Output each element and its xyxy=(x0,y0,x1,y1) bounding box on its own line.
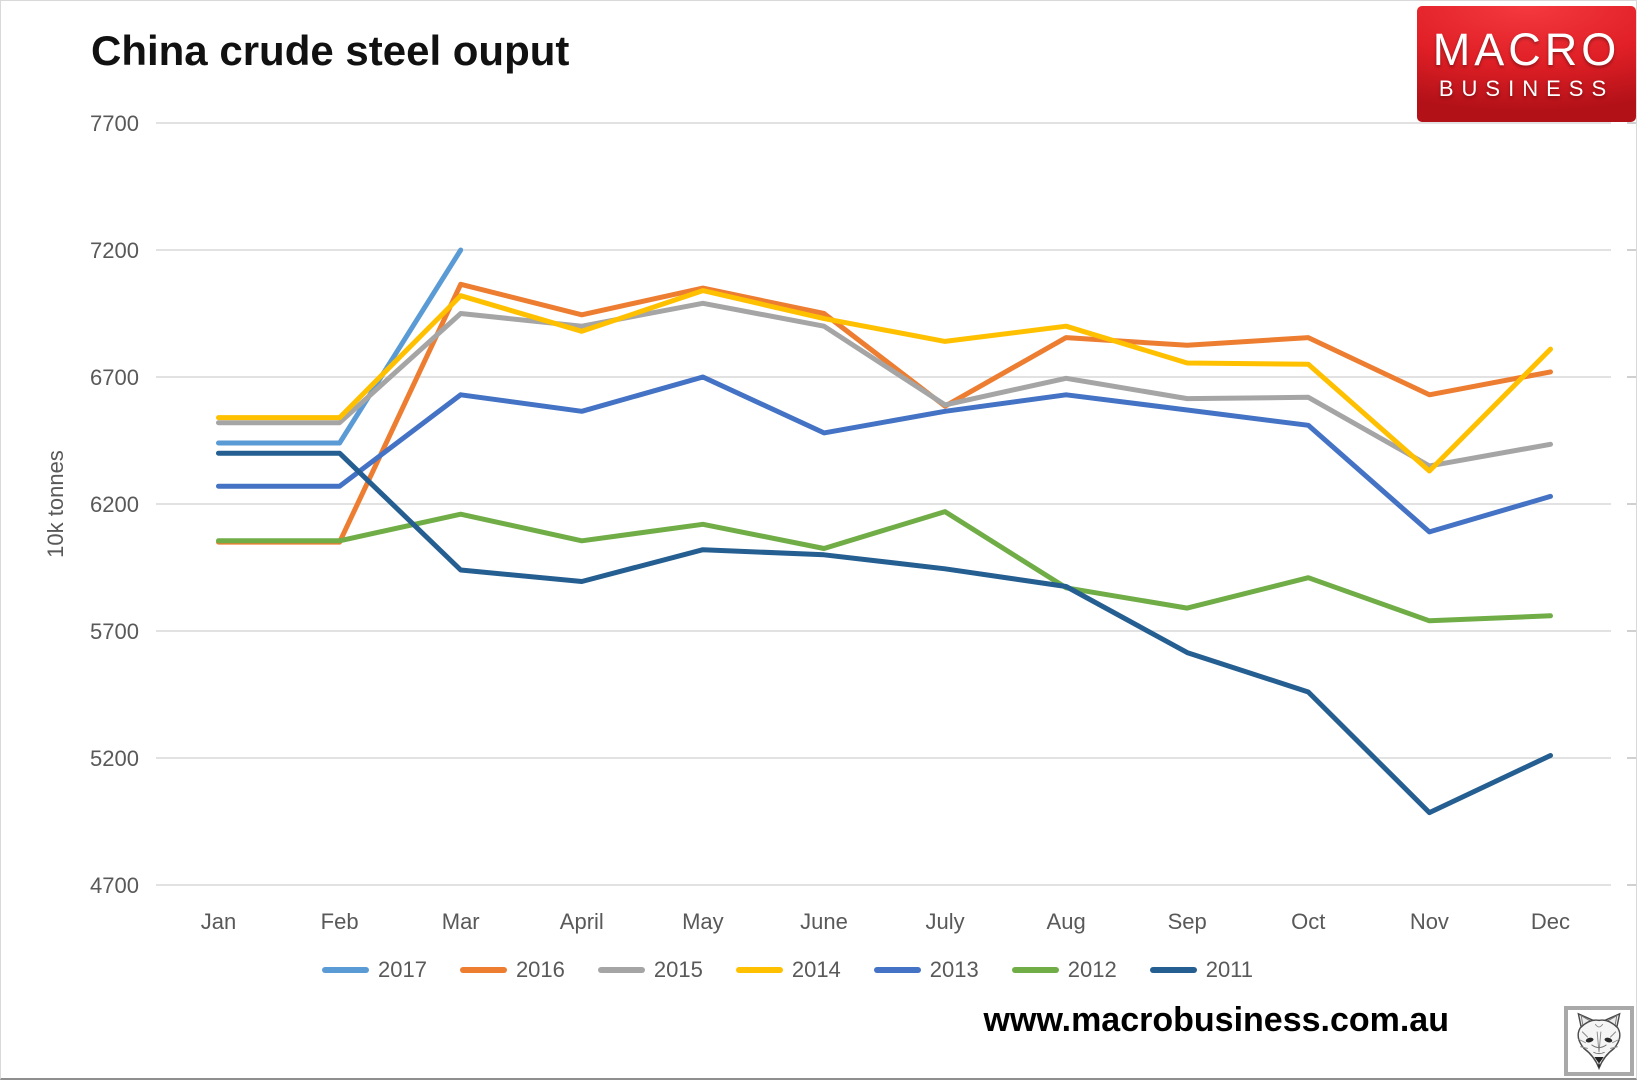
series-line-2013 xyxy=(216,374,1553,535)
legend-label-2016: 2016 xyxy=(515,957,565,982)
legend-item-2011: 2011 xyxy=(1149,957,1254,983)
y-tick-label: 4700 xyxy=(90,873,139,898)
fox-icon xyxy=(1577,1012,1621,1071)
x-tick-label: Nov xyxy=(1410,909,1449,934)
y-tick-label: 6200 xyxy=(90,492,139,517)
series-line-2016 xyxy=(216,281,1553,545)
x-tick-label: April xyxy=(560,909,604,934)
y-tick-label: 5700 xyxy=(90,619,139,644)
x-tick-label: Dec xyxy=(1531,909,1570,934)
series-line-2011 xyxy=(216,450,1553,816)
fox-logo xyxy=(1564,1006,1634,1076)
footer-url[interactable]: www.macrobusiness.com.au xyxy=(983,1001,1449,1039)
series-line-2012 xyxy=(216,509,1553,624)
x-tick-label: Aug xyxy=(1047,909,1086,934)
x-tick-label: July xyxy=(925,909,964,934)
legend-swatch-2015 xyxy=(597,967,645,973)
series-line-2014 xyxy=(216,288,1553,474)
legend-label-2017: 2017 xyxy=(377,957,427,982)
legend-swatch-2014 xyxy=(735,967,783,973)
legend-swatch-2012 xyxy=(1011,967,1059,973)
legend-label-2011: 2011 xyxy=(1205,957,1254,982)
legend-item-2012: 2012 xyxy=(1011,957,1117,983)
series-line-2017 xyxy=(216,247,464,446)
legend-swatch-2017 xyxy=(321,967,369,973)
legend-label-2015: 2015 xyxy=(653,957,703,982)
macrobusiness-logo: MACRO BUSINESS xyxy=(1417,6,1636,122)
legend-label-2012: 2012 xyxy=(1067,957,1117,982)
x-tick-label: Jan xyxy=(201,909,236,934)
legend-swatch-2013 xyxy=(873,967,921,973)
y-axis-title: 10k tonnes xyxy=(43,450,68,558)
x-tick-label: Oct xyxy=(1291,909,1325,934)
legend-item-2017: 2017 xyxy=(321,957,427,983)
logo-text-macro: MACRO xyxy=(1432,24,1621,75)
x-tick-label: May xyxy=(682,909,724,934)
legend-label-2013: 2013 xyxy=(929,957,979,982)
x-tick-label: Feb xyxy=(321,909,359,934)
x-tick-label: Sep xyxy=(1168,909,1207,934)
legend-item-2016: 2016 xyxy=(459,957,565,983)
y-tick-label: 6700 xyxy=(90,365,139,390)
y-tick-label: 5200 xyxy=(90,746,139,771)
logo-text-business: BUSINESS xyxy=(1438,76,1615,101)
legend-swatch-2011 xyxy=(1149,967,1197,973)
legend-item-2013: 2013 xyxy=(873,957,979,983)
legend-item-2014: 2014 xyxy=(735,957,841,983)
legend-swatch-2016 xyxy=(459,967,507,973)
y-tick-label: 7700 xyxy=(90,111,139,136)
x-tick-label: Mar xyxy=(442,909,480,934)
chart-title: China crude steel ouput xyxy=(91,27,570,74)
y-tick-label: 7200 xyxy=(90,238,139,263)
x-tick-label: June xyxy=(800,909,848,934)
series-line-2015 xyxy=(216,300,1553,469)
chart-legend: 2017 2016 2015 2014 2013 2012 2011 xyxy=(1,954,1574,986)
legend-item-2015: 2015 xyxy=(597,957,703,983)
legend-label-2014: 2014 xyxy=(791,957,841,982)
